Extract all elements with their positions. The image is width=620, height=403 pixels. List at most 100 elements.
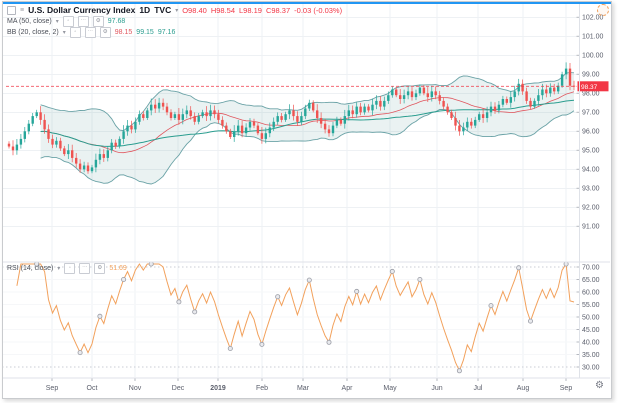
ohlc-close: C98.37 <box>265 5 291 15</box>
rsi-legend-label[interactable]: RSI (14, close) <box>7 265 54 272</box>
bb-legend-label[interactable]: BB (20, close, 2) <box>7 28 59 36</box>
candle <box>312 100 315 113</box>
candle <box>564 62 568 80</box>
candle <box>233 125 236 142</box>
more-icon[interactable]: ⋯ <box>77 16 89 27</box>
candle <box>157 97 161 113</box>
candle <box>71 144 74 163</box>
more-icon[interactable]: ⋯ <box>84 26 96 38</box>
candle <box>217 109 220 124</box>
candle <box>371 98 374 116</box>
candle <box>478 111 481 122</box>
interval-label[interactable]: 1D <box>139 5 151 15</box>
candle <box>51 134 54 149</box>
candle <box>474 116 477 129</box>
more-icon[interactable]: ⋯ <box>79 263 91 274</box>
rsi-marker <box>528 318 534 324</box>
candle <box>229 128 232 139</box>
settings-icon[interactable]: ⚙ <box>99 26 111 38</box>
visibility-icon[interactable]: ◦ <box>69 26 81 38</box>
candle <box>280 113 283 123</box>
candle <box>237 120 240 136</box>
rsi-marker <box>227 345 233 351</box>
candle <box>553 83 556 95</box>
price-axis-label: 94.00 <box>582 167 600 174</box>
time-axis-label: Sep <box>46 385 59 392</box>
candle <box>110 139 113 154</box>
symbol-title[interactable]: U.S. Dollar Currency Index <box>28 5 136 15</box>
candle <box>533 98 536 109</box>
bollinger-lower-line <box>40 109 575 185</box>
settings-gear-icon[interactable]: ⚙ <box>595 380 604 391</box>
candle <box>296 111 299 126</box>
candle <box>292 104 295 121</box>
candle <box>505 96 508 105</box>
price-axis-label: 96.00 <box>582 129 600 136</box>
ohlc-change: -0.03 (-0.03%) <box>294 5 343 15</box>
collapse-icon[interactable] <box>7 5 16 15</box>
candle <box>118 136 121 149</box>
candle <box>395 87 398 98</box>
candle <box>454 111 457 131</box>
candle <box>319 112 323 129</box>
candle <box>150 98 153 116</box>
time-axis-label: Jul <box>474 385 483 392</box>
candle <box>181 108 184 125</box>
rsi-marker <box>417 276 423 282</box>
candle <box>213 105 216 119</box>
candle <box>82 161 86 173</box>
menu-icon[interactable]: ≡ <box>20 6 25 14</box>
time-axis-label: Apr <box>342 385 354 392</box>
visibility-icon[interactable]: ◦ <box>62 16 74 27</box>
settings-icon[interactable]: ⚙ <box>92 16 104 27</box>
ma-legend-label[interactable]: MA (50, close) <box>7 18 52 25</box>
time-axis-label: May <box>383 385 397 392</box>
candle <box>339 117 343 126</box>
symbol-header: ≡ U.S. Dollar Currency Index 1D TVC ▾ O9… <box>7 5 342 15</box>
candle <box>331 121 335 137</box>
time-axis-label: Mar <box>297 385 310 392</box>
candle <box>470 118 473 129</box>
chevron-down-icon[interactable]: ▾ <box>62 29 66 36</box>
candle <box>193 112 196 125</box>
candle <box>27 120 30 135</box>
candle <box>517 78 520 96</box>
price-axis-label: 102.00 <box>582 15 604 22</box>
candle <box>438 90 441 105</box>
bollinger-fill <box>40 72 575 184</box>
chevron-down-icon[interactable]: ▾ <box>175 7 179 14</box>
candle <box>47 124 50 143</box>
time-axis-label: Jun <box>431 385 442 392</box>
candle <box>142 111 145 121</box>
candle <box>426 87 429 102</box>
candle <box>169 109 173 121</box>
rsi-marker <box>563 261 569 267</box>
candle <box>102 149 105 162</box>
candle <box>189 106 192 120</box>
ma-value: 97.68 <box>107 18 126 25</box>
candle <box>126 120 129 136</box>
time-axis-label: Dec <box>172 385 185 392</box>
bollinger-basis-line <box>40 91 575 154</box>
ohlc-high: H98.54 <box>210 5 236 15</box>
axis-alert-icon[interactable] <box>597 4 609 16</box>
candle <box>75 153 78 168</box>
bollinger-upper-line <box>40 72 575 132</box>
chevron-down-icon[interactable]: ▾ <box>55 19 59 25</box>
candle <box>549 83 552 97</box>
visibility-icon[interactable]: ◦ <box>64 263 76 274</box>
bb-upper-value: 99.15 <box>136 28 154 36</box>
candle <box>43 114 46 134</box>
rsi-marker <box>77 350 83 356</box>
candle <box>248 118 252 131</box>
candle <box>430 85 433 102</box>
exchange-label[interactable]: TVC <box>154 5 172 15</box>
rsi-marker <box>456 368 462 374</box>
candle <box>268 122 271 138</box>
chevron-down-icon[interactable]: ▾ <box>57 266 61 272</box>
settings-icon[interactable]: ⚙ <box>94 263 106 274</box>
candle <box>327 125 331 137</box>
rsi-marker <box>259 341 265 347</box>
